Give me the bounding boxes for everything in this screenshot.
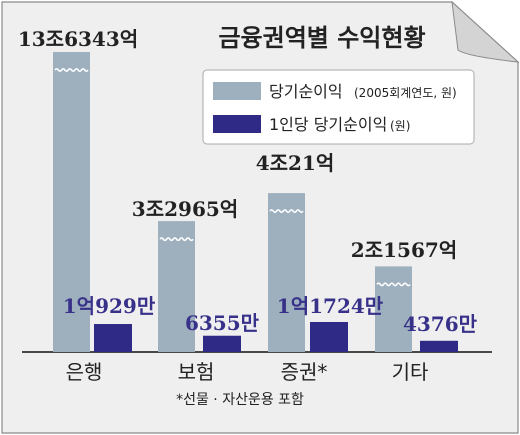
- legend-note-series-1: (2005회계연도, 원): [354, 86, 457, 100]
- bar-series-2-보험: [203, 335, 241, 352]
- value-label-series-2-보험: 6355만: [185, 311, 260, 335]
- category-label-은행: 은행: [66, 360, 103, 384]
- value-label-series-1-증권: 4조21억: [256, 151, 335, 175]
- legend-box: [202, 69, 475, 145]
- category-label-기타: 기타: [392, 360, 429, 384]
- axis-break-증권: [269, 209, 304, 214]
- value-label-series-2-은행: 1억929만: [63, 294, 156, 318]
- bar-series-2-증권: [310, 321, 348, 352]
- legend-note-series-2: (원): [390, 119, 410, 133]
- bar-series-1-은행: [53, 52, 90, 352]
- bar-series-2-기타: [420, 340, 458, 352]
- footnote: *선물 · 자산운용 포함: [176, 392, 304, 408]
- axis-breaks: [54, 67, 411, 287]
- category-label-보험: 보험: [178, 360, 215, 384]
- page-curl: [451, 0, 520, 63]
- value-label-series-2-기타: 4376만: [403, 312, 478, 336]
- bar-series-1-보험: [158, 221, 195, 352]
- value-label-series-1-보험: 3조2965억: [132, 197, 238, 221]
- bar-series-1-증권: [268, 193, 305, 352]
- bar-series-2-은행: [94, 324, 132, 352]
- axis-break-보험: [159, 237, 194, 242]
- axis-break-기타: [376, 282, 411, 287]
- legend-label-series-2: 1인당 당기순이익: [269, 115, 387, 134]
- axis-break-은행: [54, 67, 89, 73]
- bars-group: [53, 52, 458, 352]
- value-label-series-1-은행: 13조6343억: [18, 27, 138, 51]
- category-label-증권: 증권*: [281, 360, 328, 384]
- value-label-series-1-기타: 2조1567억: [351, 238, 457, 262]
- legend: 당기순이익 (2005회계연도, 원) 1인당 당기순이익 (원): [202, 69, 475, 145]
- legend-label-series-1: 당기순이익: [269, 82, 343, 101]
- bar-series-1-기타: [375, 266, 412, 352]
- legend-swatch-series-1: [213, 82, 261, 100]
- legend-swatch-series-2: [213, 115, 261, 133]
- chart-title: 금융권역별 수익현황: [218, 24, 425, 52]
- value-label-series-2-증권: 1억1724만: [277, 294, 384, 318]
